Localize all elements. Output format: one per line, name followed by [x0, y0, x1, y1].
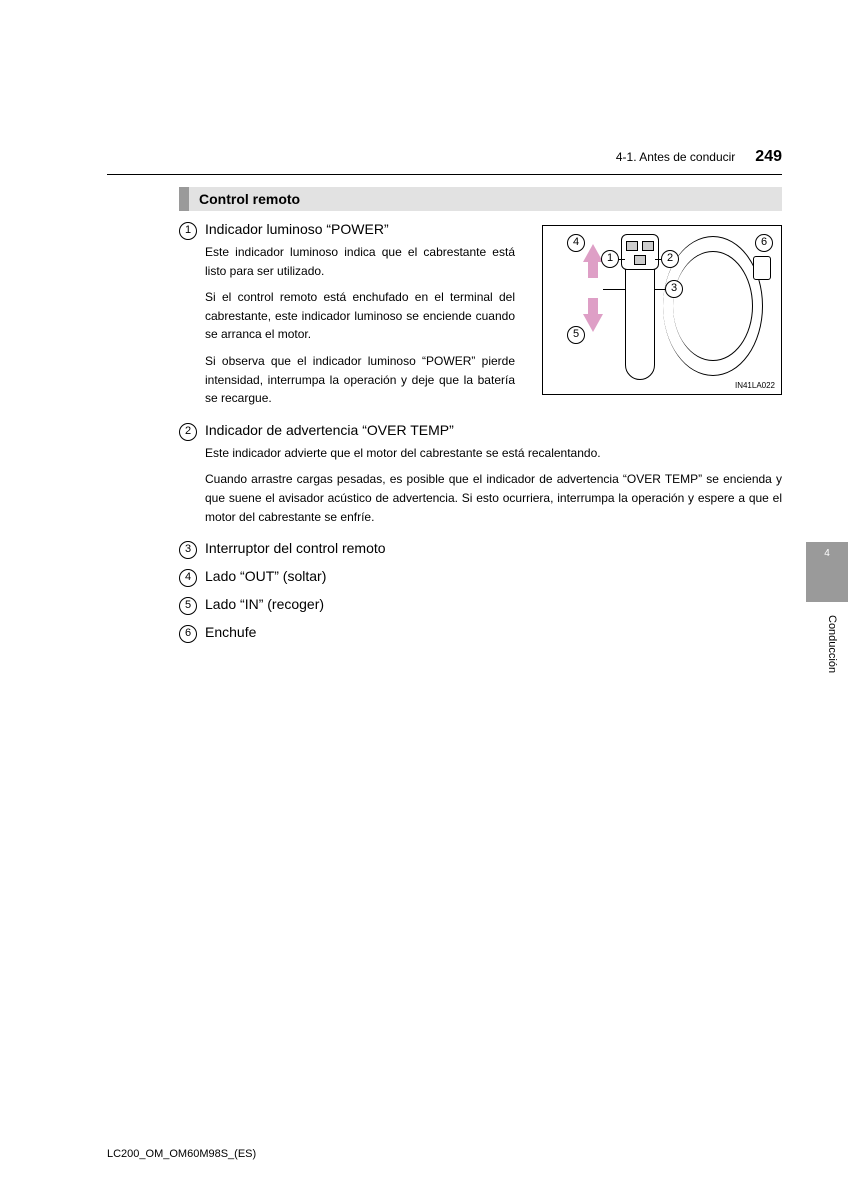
lead-line [655, 289, 665, 290]
arrow-in-icon [583, 314, 603, 332]
item-row: 5 Lado “IN” (recoger) [179, 596, 782, 618]
lead-line [655, 259, 661, 260]
item-body: Indicador de advertencia “OVER TEMP” Este… [205, 422, 782, 534]
side-tab-number: 4 [824, 548, 830, 559]
side-tab: 4 [806, 542, 848, 602]
item-title: Enchufe [205, 624, 782, 640]
item-title: Lado “IN” (recoger) [205, 596, 782, 612]
item-title: Indicador de advertencia “OVER TEMP” [205, 422, 782, 438]
footer-code: LC200_OM_OM60M98S_(ES) [107, 1148, 256, 1160]
page-header: 4-1. Antes de conducir 249 [107, 148, 782, 175]
item-number: 2 [179, 423, 197, 441]
remote-switch [634, 255, 646, 265]
callout-5: 5 [567, 326, 585, 344]
item-paragraph: Cuando arrastre cargas pesadas, es posib… [205, 470, 782, 526]
side-tab-label: Conducción [826, 615, 838, 673]
plug-icon [753, 256, 771, 280]
band-title: Control remoto [189, 187, 782, 211]
page-content: 4-1. Antes de conducir 249 Control remot… [107, 148, 782, 652]
item-paragraph: Este indicador advierte que el motor del… [205, 444, 782, 463]
lead-line [619, 259, 625, 260]
item-row: 3 Interruptor del control remoto [179, 540, 782, 562]
callout-6: 6 [755, 234, 773, 252]
callout-4: 4 [567, 234, 585, 252]
remote-led-power [626, 241, 638, 251]
item-body: Lado “OUT” (soltar) [205, 568, 782, 590]
item-number: 4 [179, 569, 197, 587]
page-number: 249 [755, 148, 782, 166]
section-band: Control remoto [179, 187, 782, 211]
item-row: 4 Lado “OUT” (soltar) [179, 568, 782, 590]
section-label: 4-1. Antes de conducir [616, 150, 735, 164]
callout-1: 1 [601, 250, 619, 268]
item-number: 5 [179, 597, 197, 615]
item-row: 6 Enchufe [179, 624, 782, 646]
band-accent [179, 187, 189, 211]
item-paragraph: Este indicador luminoso indica que el ca… [205, 243, 515, 280]
item-body: Enchufe [205, 624, 782, 646]
lead-line [603, 289, 625, 290]
content-area: 1 2 3 4 5 6 IN41LA022 1Indicador luminos… [179, 221, 782, 646]
callout-3: 3 [665, 280, 683, 298]
diagram-id: IN41LA022 [735, 381, 775, 390]
item-title: Interruptor del control remoto [205, 540, 782, 556]
arrow-out-icon [583, 244, 603, 262]
item-number: 6 [179, 625, 197, 643]
item-paragraph: Si el control remoto está enchufado en e… [205, 288, 515, 344]
item-body: Interruptor del control remoto [205, 540, 782, 562]
item-number: 1 [179, 222, 197, 240]
item-body: Lado “IN” (recoger) [205, 596, 782, 618]
remote-led-temp [642, 241, 654, 251]
cable-loop-icon [673, 251, 753, 361]
item-title: Lado “OUT” (soltar) [205, 568, 782, 584]
item-paragraph: Si observa que el indicador luminoso “PO… [205, 352, 515, 408]
item-number: 3 [179, 541, 197, 559]
remote-diagram: 1 2 3 4 5 6 IN41LA022 [542, 225, 782, 395]
item-row: 2 Indicador de advertencia “OVER TEMP” Est… [179, 422, 782, 534]
remote-head [621, 234, 659, 270]
callout-2: 2 [661, 250, 679, 268]
